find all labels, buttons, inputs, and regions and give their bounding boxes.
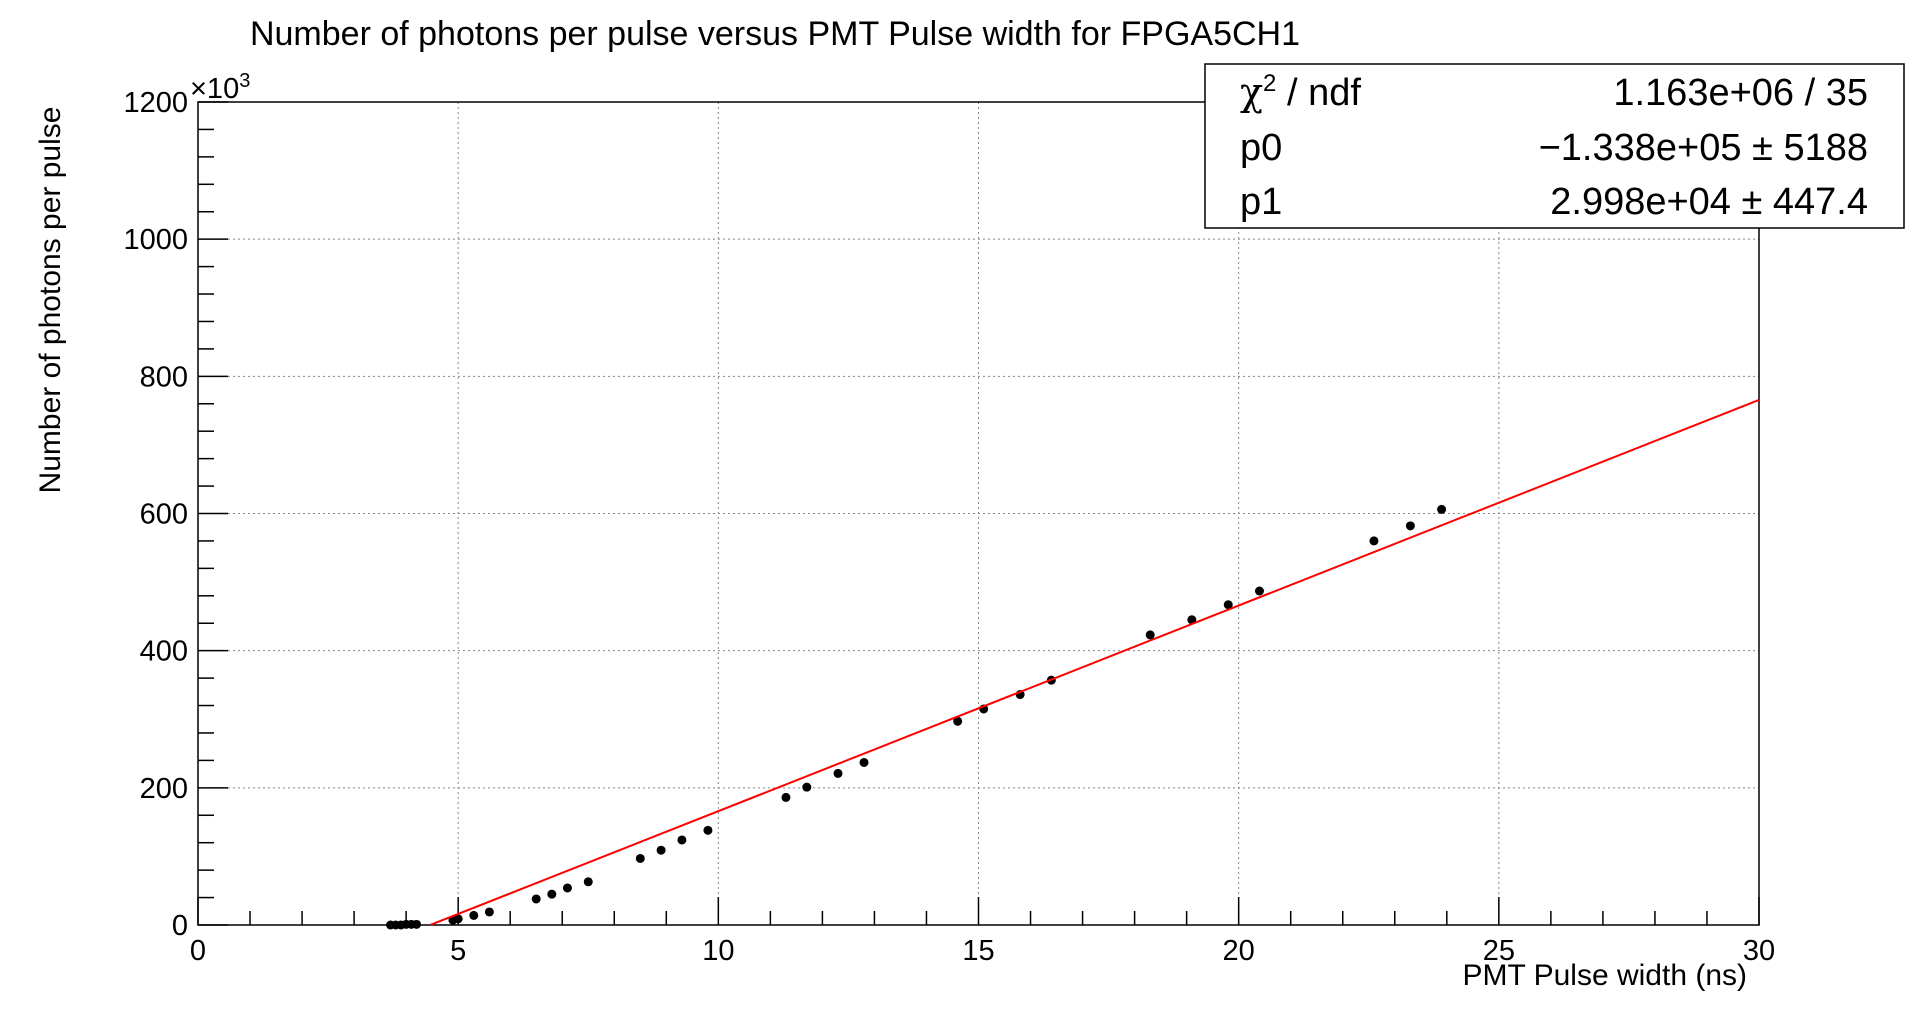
y-multiplier: ×103	[190, 70, 250, 105]
data-points	[386, 504, 1447, 930]
data-point	[1187, 615, 1197, 625]
data-point	[1405, 521, 1415, 531]
y-axis-label: Number of photons per pulse	[34, 107, 67, 494]
stats-chi2-value: 1.163e+06 / 35	[1613, 72, 1868, 114]
x-tick-label: 20	[1223, 935, 1255, 967]
data-point	[859, 757, 869, 767]
stats-box-frame	[1204, 63, 1905, 229]
stats-p0-label: p0	[1240, 127, 1282, 169]
stats-p1-value: 2.998e+04 ± 447.4	[1550, 181, 1868, 223]
y-multiplier-exponent: 3	[239, 70, 250, 92]
data-point	[453, 914, 463, 924]
x-tick-label: 30	[1743, 935, 1775, 967]
stats-chi2-label: χ2 / ndf	[1240, 70, 1361, 114]
data-point	[781, 792, 791, 802]
data-point	[802, 782, 812, 792]
data-point	[656, 845, 666, 855]
data-point	[1223, 600, 1233, 610]
stats-p0-value: −1.338e+05 ± 5188	[1539, 127, 1868, 169]
x-tick-label: 5	[450, 935, 466, 967]
chart-title: Number of photons per pulse versus PMT P…	[250, 15, 1300, 53]
data-point	[547, 889, 557, 899]
stats-p1-label: p1	[1240, 181, 1282, 223]
x-tick-label: 0	[190, 935, 206, 967]
grid-lines	[198, 102, 1759, 925]
data-point	[562, 883, 572, 893]
y-tick-label: 400	[140, 636, 188, 668]
stats-chi2-superscript: 2	[1263, 70, 1276, 97]
data-point	[531, 894, 541, 904]
data-point	[412, 919, 422, 929]
stats-box: χ2 / ndf 1.163e+06 / 35 p0 −1.338e+05 ± …	[1204, 63, 1905, 229]
data-point	[484, 907, 494, 917]
y-tick-labels: 0 200 400 600 800 1000 1200	[123, 87, 188, 942]
y-tick-label: 1200	[123, 87, 188, 119]
data-point	[1254, 586, 1264, 596]
data-point	[953, 716, 963, 726]
stats-ndf-label: / ndf	[1276, 72, 1361, 114]
data-point	[833, 768, 843, 778]
data-point	[1145, 630, 1155, 640]
y-tick-label: 0	[172, 910, 188, 942]
data-point	[635, 853, 645, 863]
x-tick-label: 25	[1483, 935, 1515, 967]
x-tick-labels: 0 5 10 15 20 25 30	[190, 935, 1775, 967]
data-point	[469, 910, 479, 920]
y-tick-label: 600	[140, 499, 188, 531]
fit-line	[430, 398, 1760, 926]
x-tick-label: 10	[702, 935, 734, 967]
y-tick-label: 1000	[123, 224, 188, 256]
stats-chi2-symbol: χ	[1240, 70, 1263, 114]
y-tick-label: 200	[140, 773, 188, 805]
data-point	[583, 877, 593, 887]
x-axis-label: PMT Pulse width (ns)	[1462, 959, 1747, 992]
data-point	[1437, 504, 1447, 514]
data-point	[677, 835, 687, 845]
data-point	[703, 825, 713, 835]
data-point	[1369, 536, 1379, 546]
y-tick-label: 800	[140, 361, 188, 393]
x-tick-label: 15	[962, 935, 994, 967]
